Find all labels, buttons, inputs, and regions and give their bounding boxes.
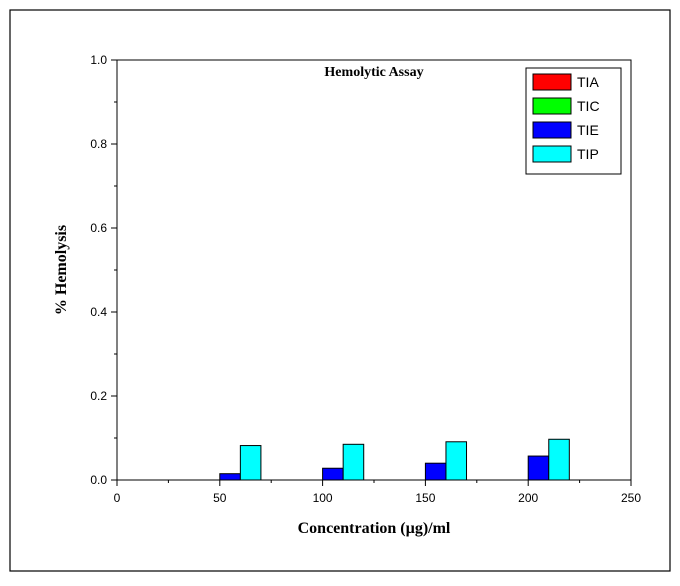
y-tick-label: 0.4 [90,305,107,319]
bars-layer [219,438,570,481]
x-tick-label: 0 [114,491,121,505]
legend-label-tip: TIP [577,146,599,162]
y-tick-label: 0.6 [90,221,107,235]
chart-title: Hemolytic Assay [324,65,423,80]
legend-swatch-tie [532,121,572,139]
x-axis: 0 50 100 150 200 250 [114,480,641,505]
y-tick-label: 1.0 [90,53,107,67]
legend-label-tie: TIE [577,122,599,138]
y-tick-label: 0.8 [90,137,107,151]
bar-tip [445,441,468,481]
legend: TIA TIC TIE TIP [525,67,622,175]
bar-tie [527,455,550,481]
bar-tip [342,443,365,481]
x-tick-label: 200 [518,491,538,505]
legend-swatch-tia [532,73,572,91]
bar-tie [322,467,344,481]
x-tick-label: 150 [415,491,435,505]
x-axis-label: Concentration (µg)/ml [298,520,451,537]
legend-label-tia: TIA [577,74,599,90]
bar-tip [239,445,262,481]
legend-label-tic: TIC [577,98,600,114]
y-tick-label: 0.0 [90,473,107,487]
bar-tie [219,473,241,481]
x-tick-label: 250 [621,491,641,505]
legend-swatch-tic [532,97,572,115]
x-tick-label: 100 [313,491,333,505]
bar-tip [548,438,570,481]
legend-swatch-tip [532,145,572,163]
bar-tie [424,462,447,481]
x-tick-label: 50 [213,491,227,505]
y-axis-label: % Hemolysis [53,225,70,315]
y-axis: 0.0 0.2 0.4 0.6 0.8 1.0 [90,53,117,487]
y-tick-label: 0.2 [90,389,107,403]
